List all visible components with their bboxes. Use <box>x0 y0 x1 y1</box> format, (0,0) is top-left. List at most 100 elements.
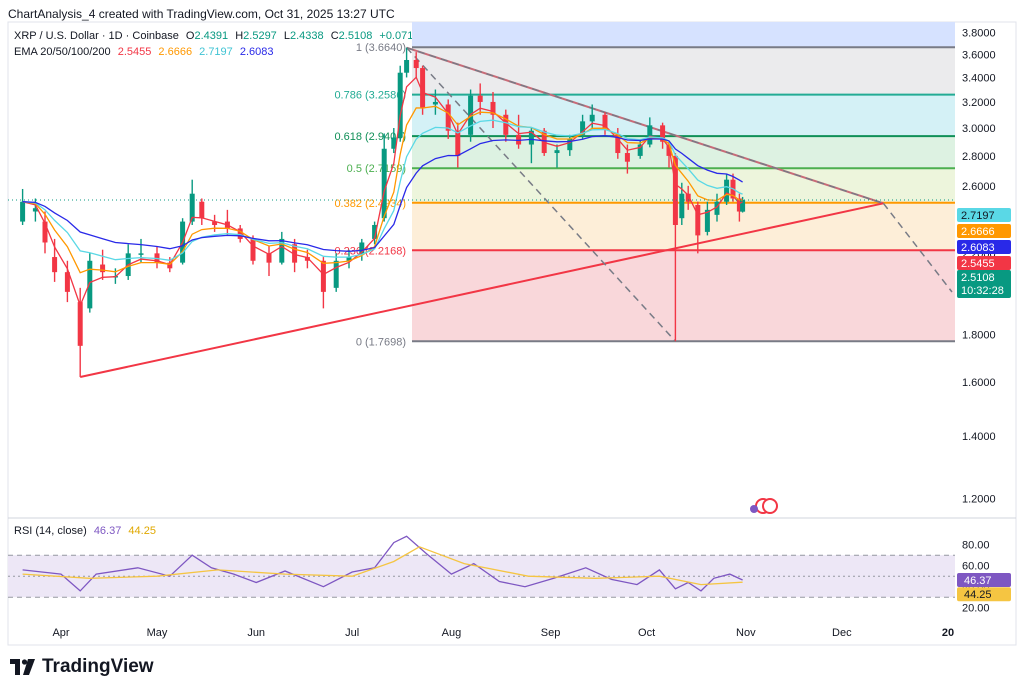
candle <box>404 47 410 78</box>
rsi-label[interactable]: RSI (14, close) <box>14 525 87 537</box>
candle-body <box>637 144 643 156</box>
rsi-ma-current-label: 44.25 <box>964 589 992 601</box>
rsi-ma-line <box>22 546 743 586</box>
rsi-value: 46.37 <box>93 525 122 537</box>
ema200-value: 2.6083 <box>239 46 274 58</box>
fib-diagonal <box>406 47 676 342</box>
rsi-current-label: 46.37 <box>964 575 992 587</box>
candle-body <box>52 257 58 273</box>
x-tick-label: Sep <box>541 627 561 639</box>
rsi-ma-value: 44.25 <box>128 525 156 537</box>
candle-body <box>704 209 710 232</box>
candle <box>685 185 691 210</box>
candle <box>554 144 560 168</box>
events-icon <box>750 498 778 514</box>
rsi-y-tick-label: 20.00 <box>962 603 990 615</box>
candle-body <box>138 253 144 255</box>
candle <box>589 104 595 129</box>
candle-body <box>237 228 243 239</box>
candle-body <box>490 101 496 115</box>
candle-body <box>589 114 595 122</box>
fib-zone <box>412 94 955 137</box>
candle-body <box>567 138 573 151</box>
candle <box>490 91 496 129</box>
y-tick-label: 2.8000 <box>962 151 996 163</box>
fib-level-label: 1 (3.6640) <box>356 42 406 54</box>
candle <box>695 201 701 254</box>
candle <box>279 231 285 265</box>
high-label: H <box>235 30 244 42</box>
candle-body <box>20 201 26 222</box>
y-tick-label: 1.2000 <box>962 493 996 505</box>
candle <box>445 99 451 139</box>
y-tick-label: 3.8000 <box>962 27 996 39</box>
candle-body <box>724 179 730 202</box>
candle <box>420 65 426 115</box>
candle-body <box>333 260 339 288</box>
candle <box>199 198 205 225</box>
candle-body <box>359 242 365 254</box>
candle <box>333 253 339 292</box>
price-label: 2.5108 <box>961 272 995 284</box>
y-tick-label: 1.6000 <box>962 377 996 389</box>
candle <box>391 128 397 154</box>
candle-body <box>32 208 38 212</box>
open-value: 2.4391 <box>194 30 229 42</box>
candle <box>292 238 298 273</box>
candle-body <box>477 95 483 102</box>
symbol-name[interactable]: XRP / U.S. Dollar · 1D · Coinbase <box>14 30 179 42</box>
low-value: 2.4338 <box>290 30 324 42</box>
candle <box>413 52 419 78</box>
fib-zone <box>412 47 955 95</box>
trendline-projection <box>882 202 953 293</box>
candle-body <box>250 238 256 261</box>
candle-body <box>455 130 461 156</box>
rsi-legend: RSI (14, close) 46.37 44.25 <box>14 525 160 537</box>
ema-label[interactable]: EMA 20/50/100/200 <box>14 46 111 58</box>
y-tick-label: 1.8000 <box>962 329 996 341</box>
candle-body <box>602 114 608 129</box>
open-label: O <box>185 30 195 42</box>
ema100-line <box>22 119 743 261</box>
y-tick-label: 3.6000 <box>962 49 996 61</box>
price-label: 2.6666 <box>961 226 995 238</box>
candle <box>250 235 256 265</box>
price-label-box <box>957 240 1011 254</box>
candle-body <box>199 201 205 219</box>
candle <box>372 221 378 245</box>
candle-body <box>320 260 326 292</box>
price-label: 2.6083 <box>961 242 995 254</box>
candle-body <box>624 153 630 162</box>
chart-credit: ChartAnalysis_4 created with TradingView… <box>8 7 395 21</box>
price-label: 2.7197 <box>961 210 995 222</box>
ema20-value: 2.5455 <box>117 46 152 58</box>
rsi-band <box>8 555 955 598</box>
candle-body <box>266 253 272 263</box>
y-tick-label: 1.4000 <box>962 431 996 443</box>
candle-body <box>381 148 387 219</box>
candle <box>516 114 522 149</box>
candle <box>724 173 730 205</box>
candle <box>346 249 352 269</box>
candle-body <box>432 101 438 105</box>
candle <box>736 193 742 222</box>
candle-body <box>100 264 106 273</box>
candle-body <box>714 201 720 215</box>
candle <box>503 109 509 142</box>
candle-body <box>503 114 509 135</box>
ema100-value: 2.7197 <box>199 46 233 58</box>
tradingview-mark-icon <box>10 659 35 675</box>
x-tick-label: 20 <box>942 627 954 639</box>
price-label: 2.5455 <box>961 258 995 270</box>
y-tick-label: 3.0000 <box>962 123 996 135</box>
candle <box>704 201 710 236</box>
candle-body <box>554 150 560 154</box>
candle-body <box>292 244 298 263</box>
x-tick-label: Apr <box>52 627 69 639</box>
x-tick-label: Aug <box>442 627 462 639</box>
candle-body <box>413 59 419 69</box>
candle <box>455 122 461 168</box>
candle-body <box>304 257 310 261</box>
candle <box>580 114 586 139</box>
